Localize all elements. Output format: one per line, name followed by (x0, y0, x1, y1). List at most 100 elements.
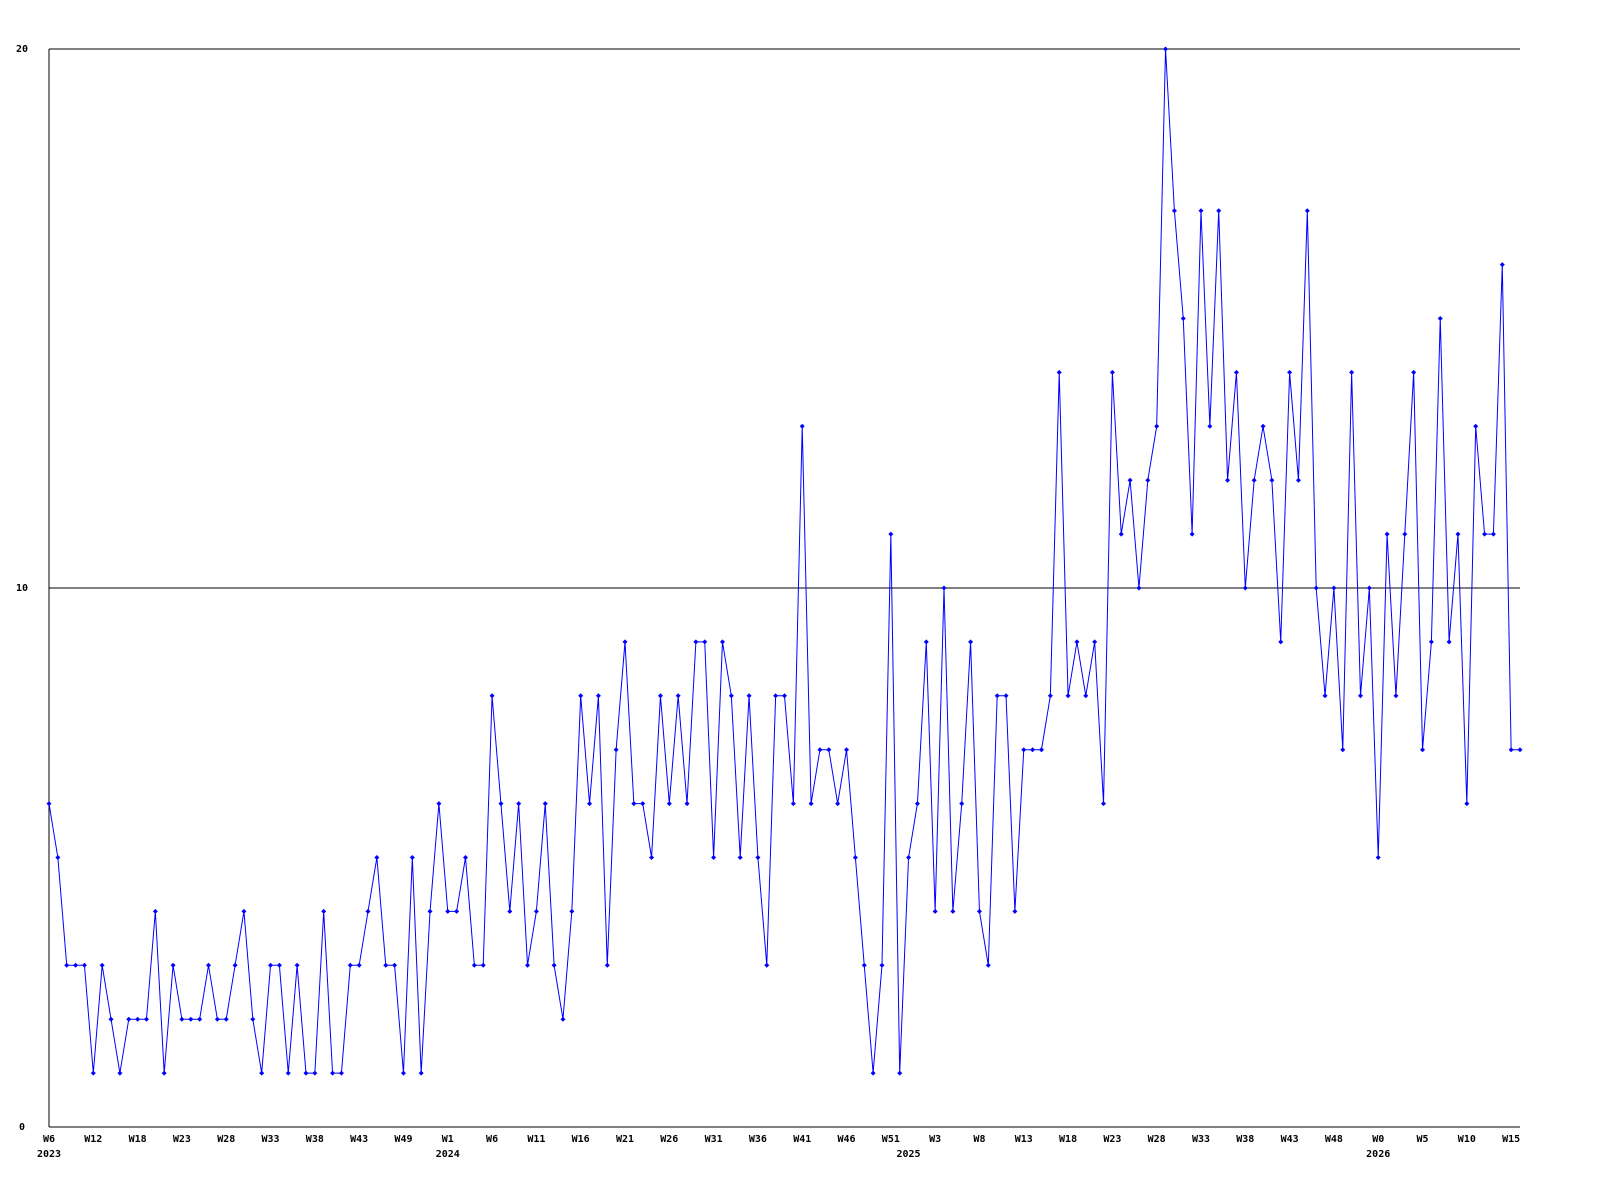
data-point (790, 801, 796, 807)
x-tick-label: W16 (572, 1134, 590, 1145)
data-point (462, 855, 468, 860)
data-point (1331, 585, 1337, 591)
data-point (657, 693, 663, 699)
x-tick-label: W36 (749, 1134, 767, 1145)
data-point (746, 693, 752, 699)
year-label: 2026 (1366, 1149, 1390, 1160)
data-point (755, 855, 761, 860)
data-point (1056, 369, 1062, 375)
data-point (808, 801, 814, 807)
data-point (578, 693, 584, 699)
data-point (223, 1016, 229, 1022)
data-point (649, 855, 655, 860)
x-tick-label: W48 (1325, 1134, 1343, 1145)
data-point (861, 962, 867, 968)
data-point (870, 1070, 876, 1076)
data-point (560, 1016, 566, 1022)
data-point (1233, 369, 1239, 375)
data-point (303, 1070, 309, 1076)
data-point (445, 908, 451, 914)
year-label: 2024 (436, 1149, 460, 1160)
x-tick-label: W8 (973, 1134, 985, 1145)
data-point (551, 962, 557, 968)
data-point (117, 1070, 123, 1076)
data-point (675, 693, 681, 699)
x-tick-label: W3 (929, 1134, 941, 1145)
data-point (826, 747, 832, 753)
data-point (1003, 693, 1009, 699)
data-point (1287, 369, 1293, 375)
data-point (516, 801, 522, 807)
y-tick-label: 0 (19, 1122, 25, 1133)
data-point (1118, 531, 1124, 537)
data-point (135, 1016, 141, 1022)
data-point (1508, 747, 1514, 753)
data-point (268, 962, 274, 968)
data-point (693, 639, 699, 645)
data-point (206, 962, 212, 968)
data-point (1260, 423, 1266, 429)
data-point (1047, 693, 1053, 699)
x-tick-label: W13 (1015, 1134, 1033, 1145)
data-point (338, 1070, 344, 1076)
year-label: 2023 (37, 1149, 61, 1160)
data-point (1304, 208, 1310, 214)
data-point (1375, 855, 1381, 860)
data-point (276, 962, 282, 968)
data-point (365, 908, 371, 914)
data-point (99, 962, 105, 968)
data-point (1038, 747, 1044, 753)
data-point (1171, 208, 1177, 214)
data-point (1242, 585, 1248, 591)
x-tick-label: W21 (616, 1134, 634, 1145)
x-tick-label: W31 (705, 1134, 723, 1145)
data-point (782, 693, 787, 699)
data-point (214, 1016, 220, 1022)
data-point (356, 962, 362, 968)
data-point (427, 908, 433, 914)
x-tick-label: W43 (350, 1134, 368, 1145)
data-point (170, 962, 176, 968)
data-point (976, 908, 982, 914)
x-tick-label: W10 (1458, 1134, 1476, 1145)
x-tick-label: W28 (217, 1134, 235, 1145)
data-point (1473, 423, 1479, 429)
data-point (1393, 693, 1399, 699)
data-point (285, 1070, 291, 1076)
data-point (906, 855, 912, 860)
data-point (587, 801, 593, 807)
data-point (1322, 693, 1328, 699)
data-point (1021, 747, 1027, 753)
x-tick-label: W5 (1417, 1134, 1429, 1145)
x-tick-label: W18 (129, 1134, 147, 1145)
data-point (888, 531, 894, 537)
x-tick-label: W28 (1148, 1134, 1166, 1145)
data-point (932, 908, 938, 914)
data-point (1207, 423, 1213, 429)
x-tick-label: W26 (660, 1134, 678, 1145)
data-point (1313, 585, 1319, 591)
data-point (436, 801, 442, 807)
data-point (400, 1070, 406, 1076)
x-tick-label: W33 (1192, 1134, 1210, 1145)
data-point (1490, 531, 1496, 537)
x-tick-label: W1 (442, 1134, 454, 1145)
data-point (374, 855, 380, 860)
data-point (879, 962, 885, 968)
data-point (90, 1070, 96, 1076)
data-point (392, 962, 398, 968)
data-point (1127, 477, 1133, 483)
data-point (1384, 531, 1390, 537)
data-point (968, 639, 974, 645)
data-point (188, 1016, 194, 1022)
data-point (950, 908, 956, 914)
data-point (1074, 639, 1080, 645)
data-point (1437, 316, 1443, 321)
data-point (604, 962, 610, 968)
data-point (684, 801, 690, 807)
year-label: 2025 (897, 1149, 921, 1160)
data-point (179, 1016, 185, 1022)
data-point (152, 908, 158, 914)
data-point (471, 962, 477, 968)
data-point (622, 639, 628, 645)
